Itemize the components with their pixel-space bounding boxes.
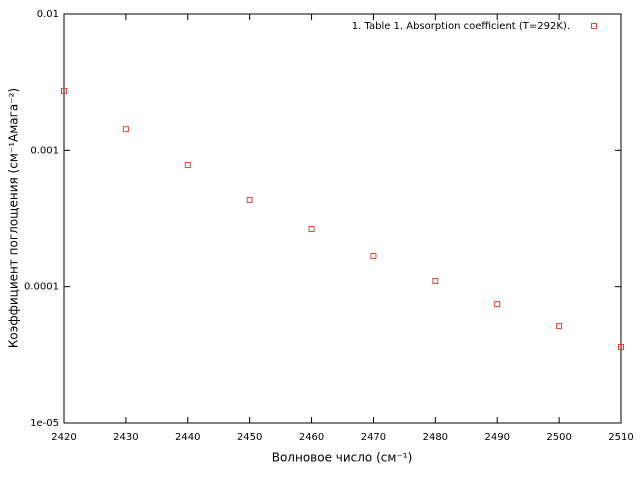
x-tick-label: 2490	[484, 432, 509, 443]
point	[61, 88, 67, 95]
point	[432, 278, 439, 285]
point	[370, 252, 377, 259]
point	[494, 301, 501, 308]
point	[246, 197, 253, 204]
x-tick-label: 2480	[423, 432, 448, 443]
point	[184, 162, 191, 169]
y-axis-title: Коэффициент поглощения (см⁻¹Амага⁻²)	[7, 88, 21, 348]
plot-frame	[63, 13, 622, 424]
x-tick-label: 2420	[51, 432, 76, 443]
y-tick-label: 0.0001	[24, 282, 59, 293]
x-tick-label: 2470	[361, 432, 386, 443]
x-tick-label: 2450	[237, 432, 262, 443]
x-tick-label: 2500	[546, 432, 571, 443]
x-tick-label: 2510	[608, 432, 633, 443]
x-tick-label: 2440	[175, 432, 200, 443]
x-axis-title: Волновое число (см⁻¹)	[272, 451, 413, 465]
legend-marker	[591, 23, 597, 29]
y-tick-label: 0.001	[30, 145, 59, 156]
point	[556, 323, 563, 330]
x-tick-label: 2460	[299, 432, 324, 443]
point	[308, 225, 315, 232]
y-tick-label: 0.01	[37, 9, 59, 20]
x-tick-label: 2430	[113, 432, 138, 443]
point	[618, 343, 624, 350]
point	[122, 126, 129, 133]
y-tick-label: 1e-05	[30, 418, 59, 429]
legend-label: 1. Table 1. Absorption coefficient (T=29…	[352, 21, 570, 32]
